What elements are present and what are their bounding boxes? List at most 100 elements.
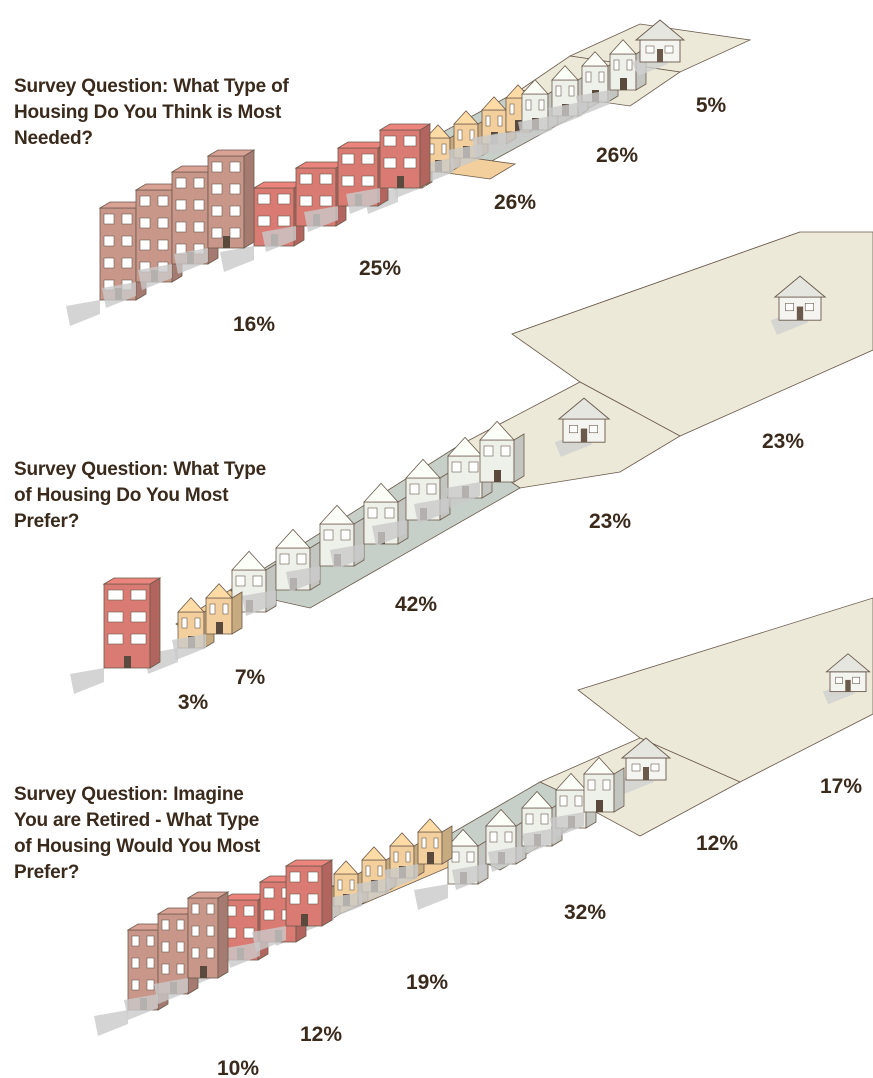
building-shadow	[330, 544, 364, 570]
pct-1-apartments: 16%	[233, 313, 275, 336]
building-roof	[447, 828, 479, 847]
window	[279, 553, 290, 565]
window	[229, 161, 241, 173]
window	[211, 161, 223, 173]
building-shadow	[488, 846, 522, 872]
window	[289, 871, 301, 883]
window	[568, 85, 575, 97]
building-shadow	[550, 812, 584, 838]
window	[194, 617, 201, 629]
building-roof	[186, 891, 230, 899]
window	[277, 193, 291, 205]
house-window	[664, 45, 674, 54]
building-shadow	[124, 994, 158, 1020]
building-shadow	[414, 884, 448, 910]
window	[130, 589, 147, 601]
window	[229, 205, 241, 217]
window	[483, 445, 494, 457]
window	[421, 837, 427, 849]
house-roof	[634, 19, 686, 41]
window	[206, 947, 215, 959]
building-shadow	[518, 116, 552, 142]
window	[540, 813, 549, 825]
window	[107, 633, 124, 645]
window	[191, 903, 200, 915]
building-roof	[206, 149, 256, 157]
building-shadow	[304, 206, 338, 232]
building-roof	[417, 818, 443, 833]
building-shadow	[154, 978, 188, 1004]
window	[403, 157, 417, 169]
townhouse-2-1	[172, 583, 243, 660]
window	[497, 115, 503, 127]
building-side	[243, 149, 255, 249]
building-roof	[205, 583, 233, 599]
building-shadow	[372, 520, 406, 546]
apartment-3-0	[94, 923, 170, 1036]
question-2-line-1: Survey Question: What Type	[14, 459, 267, 480]
window	[296, 553, 307, 565]
building-shadow	[174, 248, 208, 274]
large-home-2	[770, 275, 827, 335]
door	[223, 236, 230, 248]
building-side	[231, 591, 243, 635]
window	[243, 905, 255, 917]
window	[157, 195, 169, 207]
pct-2-medium-lot: 23%	[589, 510, 631, 533]
window	[235, 575, 246, 587]
pct-1-large-lot: 5%	[696, 94, 727, 117]
building-roof	[319, 504, 355, 525]
building-side	[613, 767, 625, 813]
house-door	[643, 767, 649, 780]
window	[525, 813, 534, 825]
house-roof	[825, 653, 871, 673]
window	[525, 99, 532, 111]
building-roof	[284, 859, 334, 867]
window	[361, 153, 375, 165]
window	[289, 893, 301, 905]
building-roof	[405, 458, 441, 479]
building-shadow	[452, 864, 486, 890]
window	[257, 215, 271, 227]
window	[341, 175, 355, 187]
window	[361, 175, 375, 187]
window	[222, 603, 229, 615]
building-roof	[583, 756, 615, 775]
house-window	[588, 425, 598, 434]
window	[365, 865, 371, 877]
window	[263, 909, 275, 921]
pct-2-small-lot: 42%	[395, 593, 437, 616]
building-roof	[609, 39, 637, 55]
window	[146, 979, 155, 991]
building-side	[217, 891, 229, 979]
question-3: Survey Question: Imagine You are Retired…	[14, 782, 260, 886]
building-side	[441, 825, 453, 865]
house-roof	[773, 275, 827, 298]
building-roof	[231, 550, 267, 571]
mixed-use-2-0	[70, 577, 162, 694]
window	[161, 919, 170, 931]
pct-2-mixed-use: 3%	[178, 691, 209, 714]
window	[319, 173, 333, 185]
pct-3-large-lot: 17%	[820, 775, 862, 798]
door	[200, 966, 207, 978]
small-home-3-4	[550, 756, 625, 838]
medium-home-3	[618, 737, 672, 794]
window	[131, 979, 140, 991]
window	[277, 215, 291, 227]
window	[598, 71, 605, 83]
building-shadow	[172, 634, 206, 660]
window	[383, 157, 397, 169]
window	[211, 227, 223, 239]
window	[130, 633, 147, 645]
building-side	[149, 577, 161, 669]
window	[107, 611, 124, 623]
question-1-line-1: Survey Question: What Type of	[14, 76, 289, 97]
pct-3-medium-lot: 12%	[696, 832, 738, 855]
building-roof	[425, 124, 451, 139]
window	[176, 941, 185, 953]
window	[367, 507, 378, 519]
building-shadow	[242, 590, 276, 616]
window	[626, 59, 633, 71]
window	[211, 183, 223, 195]
